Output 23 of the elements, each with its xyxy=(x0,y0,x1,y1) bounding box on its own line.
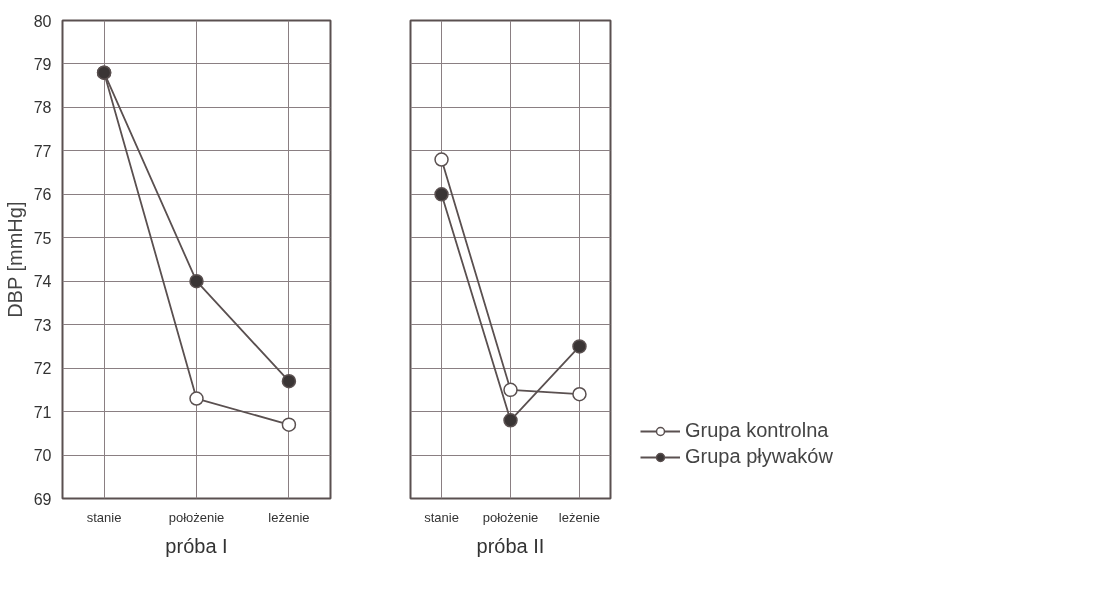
text: próba I xyxy=(165,534,228,557)
x-tick-label: stanie xyxy=(86,509,122,525)
y-tick-label: 71 xyxy=(33,403,52,421)
y-tick-label: 77 xyxy=(33,142,52,160)
y-tick-label: 72 xyxy=(33,360,52,378)
x-tick-label: położenie xyxy=(168,509,225,525)
x-tick-label: położenie xyxy=(482,509,539,525)
x-tick-label: leżenie xyxy=(268,509,310,525)
legend-label: Grupa kontrolna xyxy=(685,419,830,442)
y-tick-label: 76 xyxy=(33,186,52,204)
y-tick-label: 78 xyxy=(33,99,52,117)
y-tick-label: 74 xyxy=(33,273,52,291)
x-tick-label: stanie xyxy=(424,509,459,525)
y-tick-label: 75 xyxy=(33,229,52,247)
y-tick-label: 79 xyxy=(33,55,52,73)
y-tick-label: 69 xyxy=(33,490,52,508)
y-axis-title: DBP [mmHg] xyxy=(3,201,26,318)
legend-label: Grupa pływaków xyxy=(685,445,834,468)
y-tick-label: 73 xyxy=(33,316,52,334)
y-tick-label: 70 xyxy=(33,447,52,465)
y-tick-label: 80 xyxy=(33,12,52,30)
x-tick-label: leżenie xyxy=(558,509,601,525)
text: próba II xyxy=(476,534,545,557)
